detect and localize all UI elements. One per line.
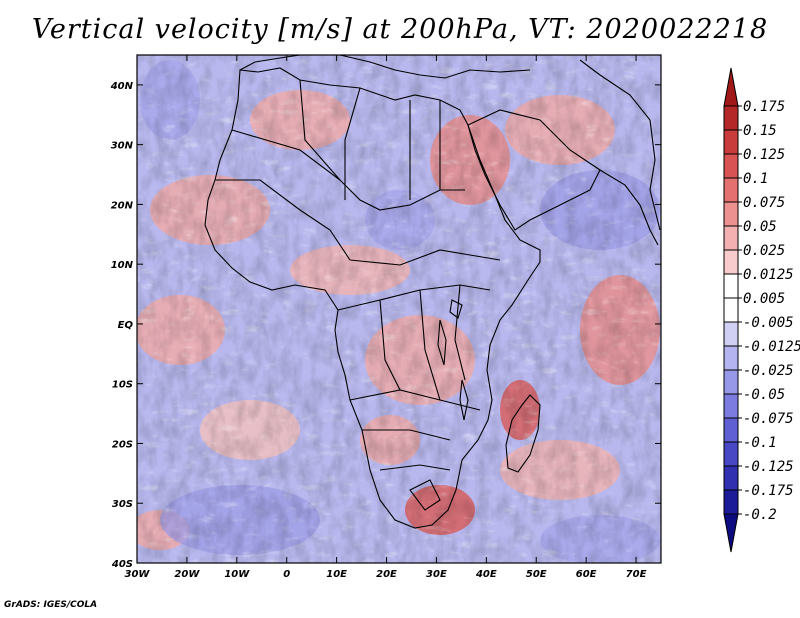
colorbar-segment	[723, 417, 739, 443]
lat-label: 40N	[110, 81, 134, 92]
lon-label: 20E	[376, 569, 397, 580]
colorbar-segment	[723, 249, 739, 275]
colorbar-label: -0.125	[743, 459, 794, 475]
colorbar-label: 0.15	[743, 123, 777, 139]
colorbar-segment	[723, 321, 739, 347]
colorbar-segment	[723, 105, 739, 131]
colorbar-label: 0.0125	[743, 267, 794, 283]
colorbar-segment	[723, 489, 739, 515]
colorbar-label: -0.1	[743, 435, 777, 451]
colorbar-label: 0.05	[743, 219, 777, 235]
colorbar-cap-bottom	[723, 513, 739, 553]
lon-label: 10W	[224, 569, 250, 580]
colorbar-label: -0.0125	[743, 339, 800, 355]
colorbar-segment	[723, 393, 739, 419]
lat-label: 30N	[111, 141, 134, 152]
credit-text: GrADS: IGES/COLA	[4, 600, 98, 610]
lat-label: 10S	[112, 380, 133, 391]
colorbar-label: 0.175	[743, 99, 785, 115]
colorbar-segment	[723, 273, 739, 299]
colorbar-label: 0.005	[743, 291, 785, 307]
lon-label: 60E	[576, 569, 597, 580]
colorbar-segment	[723, 177, 739, 203]
colorbar-segment	[723, 297, 739, 323]
colorbar-segment	[723, 345, 739, 371]
lat-label: 40S	[111, 559, 133, 570]
colorbar-cap-top	[723, 67, 739, 107]
coastlines	[204, 55, 661, 529]
colorbar-segment	[723, 153, 739, 179]
colorbar-segment	[723, 369, 739, 395]
colorbar-segment	[723, 225, 739, 251]
lon-label: 30W	[125, 569, 151, 580]
colorbar-segment	[723, 441, 739, 467]
lon-label: 50E	[526, 569, 547, 580]
colorbar-label: -0.05	[743, 387, 785, 403]
colorbar-label: -0.025	[743, 363, 794, 379]
colorbar-label: -0.005	[743, 315, 794, 331]
latitude-axis: 40N 30N 20N 10N EQ 10S 20S 30S 40S	[110, 81, 661, 570]
lon-label: 70E	[626, 569, 647, 580]
longitude-axis: 30W 20W 10W 0 10E 20E 30E 40E 50E 60E 70E	[125, 55, 647, 580]
lat-label: 20N	[111, 200, 134, 211]
colorbar-label: -0.2	[743, 507, 777, 523]
colorbar-label: 0.025	[743, 243, 785, 259]
colorbar-label: 0.1	[743, 171, 768, 187]
colorbar-segment	[723, 201, 739, 227]
map-frame	[136, 54, 662, 564]
lon-label: 20W	[174, 569, 200, 580]
colorbar-label: 0.075	[743, 195, 785, 211]
colorbar-label: 0.125	[743, 147, 785, 163]
colorbar-segment	[723, 129, 739, 155]
lat-label: 20S	[112, 439, 133, 450]
chart-title: Vertical velocity [m/s] at 200hPa, VT: 2…	[31, 14, 769, 45]
lon-label: 40E	[475, 569, 497, 580]
colorbar-label: -0.175	[743, 483, 794, 499]
lat-label: 10N	[111, 260, 134, 271]
lat-label: EQ	[118, 320, 134, 331]
lon-label: 0	[283, 569, 290, 580]
lon-label: 10E	[326, 569, 347, 580]
lon-label: 30E	[426, 569, 447, 580]
lat-label: 30S	[112, 499, 133, 510]
colorbar-label: -0.075	[743, 411, 794, 427]
colorbar: 0.175 0.15 0.125 0.1 0.075 0.05 0.025 0.0125 0.0…	[723, 67, 800, 553]
colorbar-segment	[723, 465, 739, 491]
velocity-field	[137, 55, 661, 563]
